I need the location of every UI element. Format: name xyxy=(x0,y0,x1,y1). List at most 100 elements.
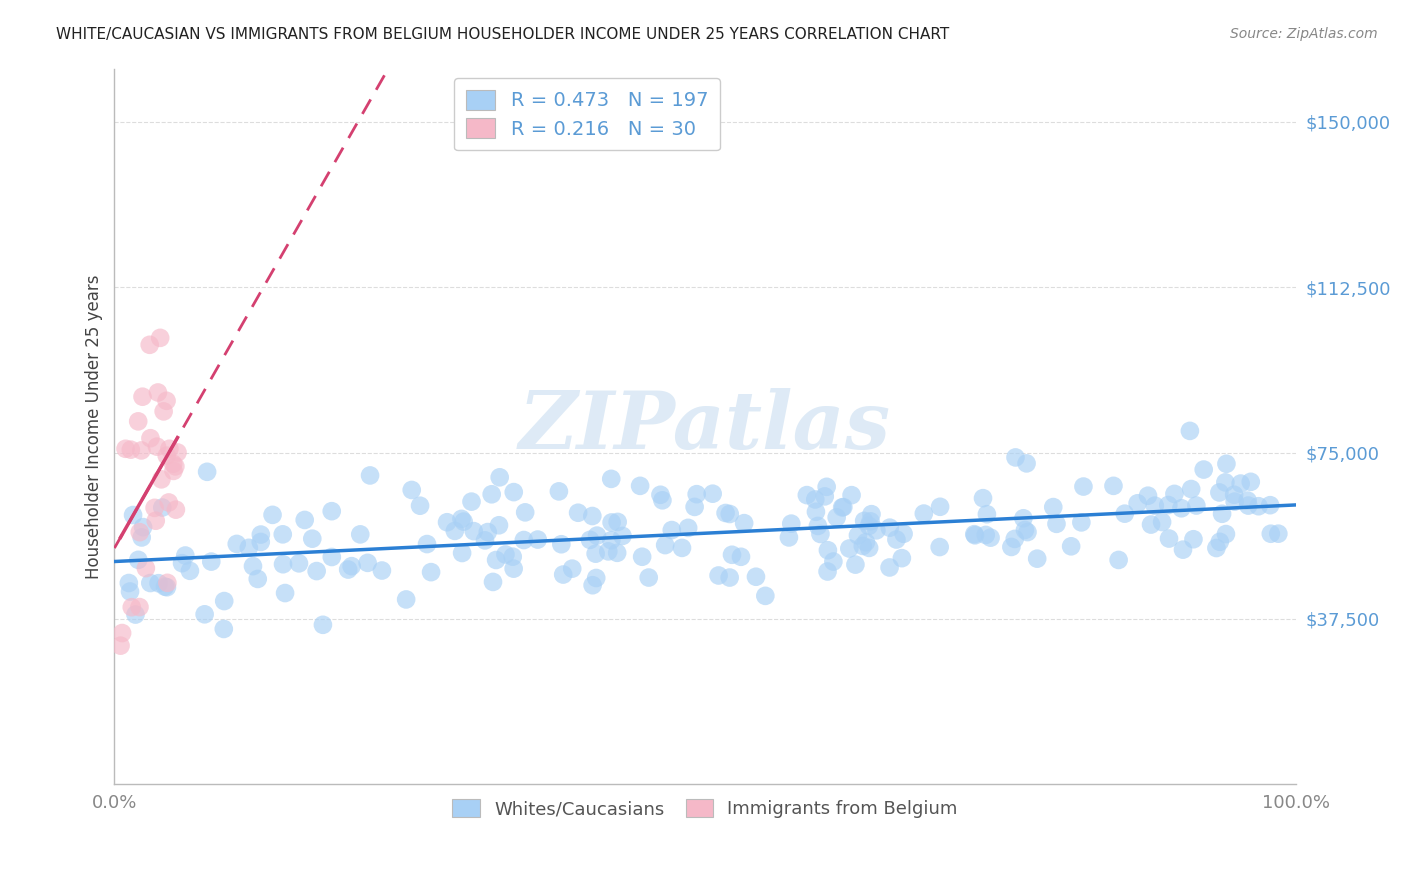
Point xyxy=(153,580,176,594)
Point xyxy=(262,508,284,522)
Point xyxy=(585,571,607,585)
Point xyxy=(349,527,371,541)
Point xyxy=(972,491,994,505)
Point xyxy=(131,443,153,458)
Point xyxy=(683,500,706,514)
Point xyxy=(1126,496,1149,510)
Point xyxy=(825,510,848,524)
Point xyxy=(586,528,609,542)
Point xyxy=(139,431,162,445)
Point xyxy=(865,524,887,538)
Point xyxy=(110,639,132,653)
Point xyxy=(114,442,136,456)
Point xyxy=(395,592,418,607)
Point xyxy=(886,533,908,547)
Point xyxy=(832,500,855,514)
Point xyxy=(721,548,744,562)
Point xyxy=(200,555,222,569)
Point xyxy=(928,540,950,554)
Point xyxy=(814,489,837,503)
Point xyxy=(844,558,866,572)
Point xyxy=(271,558,294,572)
Point xyxy=(502,549,524,564)
Point xyxy=(145,514,167,528)
Point xyxy=(127,414,149,428)
Point xyxy=(485,553,508,567)
Point xyxy=(858,519,880,533)
Point xyxy=(451,546,474,560)
Point xyxy=(174,549,197,563)
Point xyxy=(482,574,505,589)
Point xyxy=(810,527,832,541)
Point xyxy=(714,506,737,520)
Point xyxy=(118,584,141,599)
Point xyxy=(249,535,271,549)
Point xyxy=(606,546,628,560)
Point xyxy=(1237,499,1260,513)
Point xyxy=(250,527,273,541)
Point xyxy=(274,586,297,600)
Point xyxy=(401,483,423,497)
Point xyxy=(152,404,174,418)
Point xyxy=(879,560,901,574)
Point xyxy=(612,529,634,543)
Point xyxy=(502,562,524,576)
Point xyxy=(138,338,160,352)
Point xyxy=(1060,539,1083,553)
Point xyxy=(661,523,683,537)
Point xyxy=(1229,476,1251,491)
Point xyxy=(637,570,659,584)
Point xyxy=(963,528,986,542)
Point xyxy=(1157,532,1180,546)
Point xyxy=(1004,450,1026,465)
Point xyxy=(796,488,818,502)
Point xyxy=(150,500,173,515)
Point xyxy=(1017,525,1039,540)
Point xyxy=(585,547,607,561)
Text: Source: ZipAtlas.com: Source: ZipAtlas.com xyxy=(1230,27,1378,41)
Point xyxy=(550,537,572,551)
Point xyxy=(838,541,860,556)
Point xyxy=(212,594,235,608)
Point xyxy=(718,507,741,521)
Point xyxy=(502,485,524,500)
Point xyxy=(1267,526,1289,541)
Point xyxy=(778,530,800,544)
Point xyxy=(124,607,146,622)
Point xyxy=(340,559,363,574)
Y-axis label: Householder Income Under 25 years: Householder Income Under 25 years xyxy=(86,274,103,579)
Point xyxy=(1026,551,1049,566)
Point xyxy=(420,565,443,579)
Point xyxy=(1178,424,1201,438)
Point xyxy=(859,514,882,528)
Point xyxy=(817,565,839,579)
Point xyxy=(225,537,247,551)
Point xyxy=(733,516,755,530)
Point xyxy=(890,551,912,566)
Legend: Whites/Caucasians, Immigrants from Belgium: Whites/Caucasians, Immigrants from Belgi… xyxy=(446,792,965,825)
Point xyxy=(443,524,465,538)
Point xyxy=(156,580,179,594)
Point xyxy=(628,479,651,493)
Point xyxy=(1215,527,1237,541)
Point xyxy=(156,449,179,463)
Point xyxy=(148,576,170,591)
Point xyxy=(686,487,709,501)
Point xyxy=(676,521,699,535)
Point xyxy=(1152,515,1174,529)
Point xyxy=(1208,485,1230,500)
Point xyxy=(1170,501,1192,516)
Point xyxy=(718,570,741,584)
Point xyxy=(1163,487,1185,501)
Point xyxy=(463,524,485,538)
Point xyxy=(815,480,838,494)
Point xyxy=(1209,534,1232,549)
Point xyxy=(581,578,603,592)
Point xyxy=(654,538,676,552)
Point xyxy=(974,528,997,542)
Point xyxy=(600,533,623,548)
Point xyxy=(1012,511,1035,525)
Point xyxy=(980,531,1002,545)
Point xyxy=(745,570,768,584)
Point xyxy=(337,563,360,577)
